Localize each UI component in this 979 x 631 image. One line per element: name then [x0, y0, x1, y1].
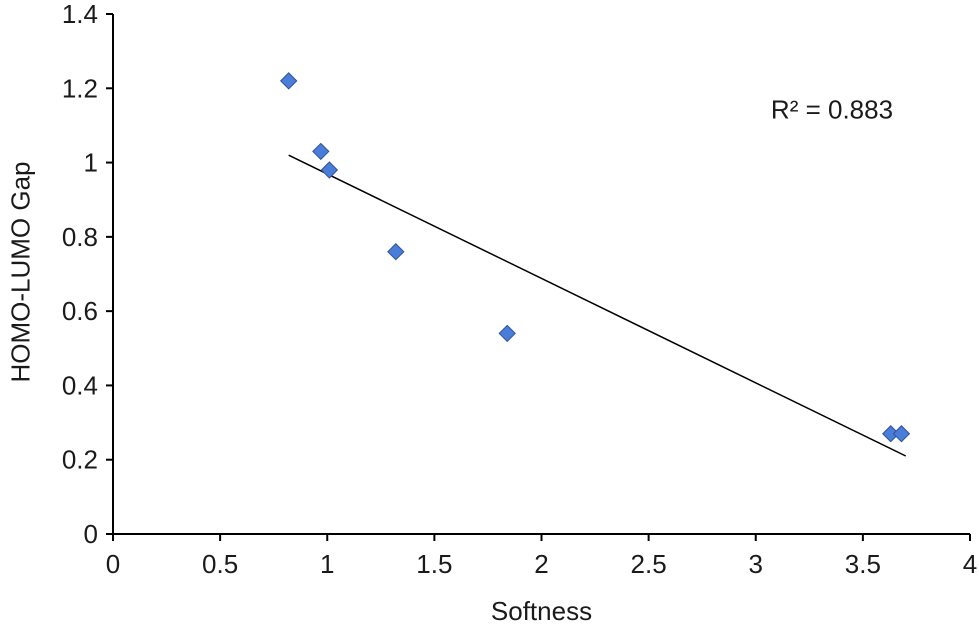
trendline	[288, 154, 907, 457]
x-tick-label: 0.5	[202, 549, 238, 579]
x-axis-title: Softness	[490, 596, 593, 626]
r-squared-annotation: R² = 0.883	[770, 94, 894, 125]
x-tick-label: 3	[749, 549, 763, 579]
y-axis-title: HOMO-LUMO Gap	[5, 161, 36, 383]
data-point-marker	[387, 243, 405, 261]
x-tick-label: 0	[106, 549, 120, 579]
y-tick-label: 1.2	[62, 73, 98, 103]
y-tick-label: 1	[84, 148, 98, 178]
x-tick-label: 2.5	[631, 549, 667, 579]
data-point-marker	[320, 161, 339, 179]
y-tick-label: 0.4	[62, 370, 98, 400]
y-tick-label: 0	[84, 519, 98, 549]
data-point-marker	[312, 142, 330, 161]
data-point-marker	[279, 72, 298, 90]
x-tick-label: 2	[534, 549, 548, 579]
data-point-marker	[498, 324, 516, 343]
x-tick-label: 3.5	[845, 549, 881, 579]
y-tick-label: 0.6	[62, 296, 98, 326]
y-tick-label: 0.2	[62, 445, 98, 475]
x-tick-label: 4	[963, 549, 977, 579]
x-tick-label: 1	[320, 549, 334, 579]
x-tick-label: 1.5	[416, 549, 452, 579]
y-tick-label: 0.8	[62, 222, 98, 252]
y-tick-label: 1.4	[62, 0, 98, 29]
data-point-marker	[892, 425, 911, 443]
